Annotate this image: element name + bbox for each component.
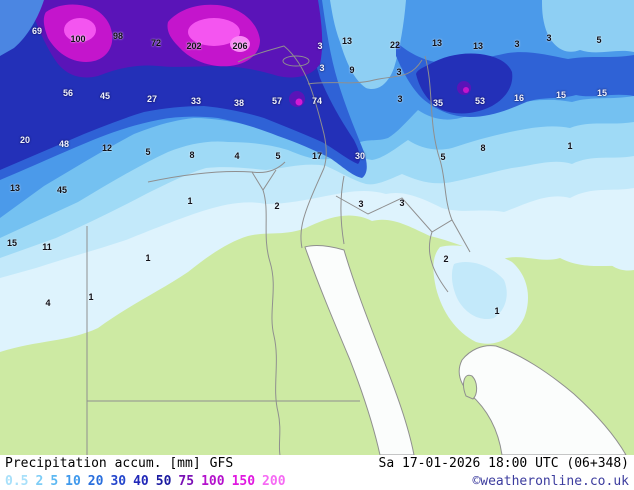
heavy-spot-east-magenta (463, 87, 469, 93)
legend-value-0.5: 0.5 (5, 474, 29, 489)
levant-coastline (237, 45, 327, 169)
iraq-iran-border (424, 55, 453, 221)
legend-value-30: 30 (110, 474, 127, 489)
map-datetime: Sa 17-01-2026 18:00 UTC (06+348) (378, 456, 629, 471)
legend-value-100: 100 (201, 474, 225, 489)
map-title-text: Precipitation accum. [mm] (5, 456, 201, 471)
coastlines-and-borders (86, 45, 471, 455)
model-name: GFS (209, 456, 234, 471)
iraq-saudi-border (428, 231, 449, 293)
red-sea (304, 245, 415, 455)
legend-value-5: 5 (50, 474, 59, 489)
band-200mm-core-west (64, 18, 96, 42)
legend-value-75: 75 (178, 474, 195, 489)
corner-wedge-northwest (0, 0, 44, 56)
map-footer: Precipitation accum. [mm] GFS Sa 17-01-20… (0, 455, 634, 490)
light-gap-northeast (542, 0, 634, 53)
legend-value-150: 150 (231, 474, 256, 489)
gulf-of-suez-coast (300, 167, 325, 249)
heavy-spot-levant-magenta (295, 98, 303, 106)
persian-gulf (458, 345, 627, 455)
band-200mm-core-inner (230, 36, 250, 52)
cyprus-island (282, 55, 310, 67)
map-title: Precipitation accum. [mm] GFS (5, 456, 233, 472)
band-2mm-patch-gulf (451, 261, 507, 320)
turkey-syria-border (307, 59, 423, 85)
legend-value-2: 2 (35, 474, 44, 489)
jordan-saudi-border (335, 195, 471, 253)
legend-value-200: 200 (262, 474, 286, 489)
gulf-of-aqaba-coast (340, 175, 345, 245)
seas (304, 245, 627, 455)
light-gap-center (330, 0, 406, 90)
precipitation-field-svg (0, 0, 634, 455)
precipitation-bands (0, 0, 634, 352)
nile-river (262, 189, 281, 455)
legend-value-20: 20 (87, 474, 104, 489)
legend-value-40: 40 (133, 474, 149, 489)
qatar-peninsula (463, 374, 478, 400)
copyright: ©weatheronline.co.uk (472, 474, 629, 489)
legend-value-10: 10 (65, 474, 81, 489)
band-200mm-core-center (188, 18, 240, 46)
egypt-north-coast (147, 161, 286, 183)
precipitation-legend: 0.5 2 5 10 20 30 40 50 75 100 150 200 (5, 472, 293, 490)
band-0-5mm-patch-east (604, 232, 634, 271)
precipitation-map: 69 100 98 72 202 206 3 13 22 13 13 3 3 5 3 9 3 56 45 27 33 38… (0, 0, 634, 455)
legend-value-50: 50 (155, 474, 172, 489)
